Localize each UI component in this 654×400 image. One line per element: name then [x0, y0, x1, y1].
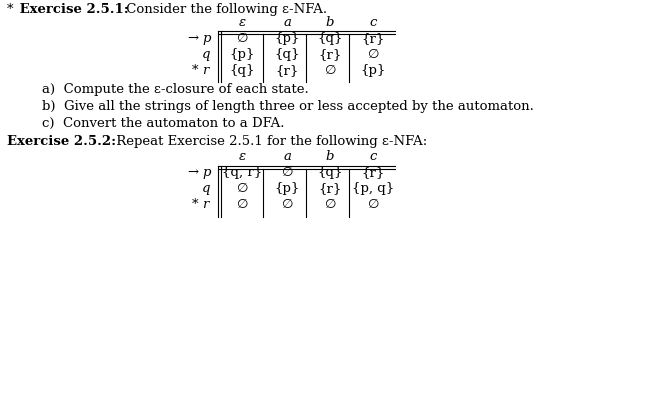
Text: {r}: {r}	[361, 32, 385, 45]
Text: a: a	[283, 16, 291, 29]
Text: r: r	[202, 64, 209, 77]
Text: a)  Compute the ε-closure of each state.: a) Compute the ε-closure of each state.	[42, 83, 309, 96]
Text: {p}: {p}	[274, 32, 300, 45]
Text: b)  Give all the strings of length three or less accepted by the automaton.: b) Give all the strings of length three …	[42, 100, 534, 113]
Text: c)  Convert the automaton to a DFA.: c) Convert the automaton to a DFA.	[42, 117, 284, 130]
Text: Exercise 2.5.1:: Exercise 2.5.1:	[15, 3, 129, 16]
Text: {p, q}: {p, q}	[352, 182, 394, 195]
Text: {r}: {r}	[275, 64, 299, 77]
Text: $\emptyset$: $\emptyset$	[324, 63, 336, 77]
Text: →: →	[187, 166, 198, 179]
Text: {p}: {p}	[360, 64, 386, 77]
Text: ε: ε	[239, 150, 245, 163]
Text: $\emptyset$: $\emptyset$	[281, 165, 293, 179]
Text: $\emptyset$: $\emptyset$	[235, 181, 249, 195]
Text: ε: ε	[239, 16, 245, 29]
Text: {p}: {p}	[274, 182, 300, 195]
Text: {q, r}: {q, r}	[222, 166, 262, 179]
Text: p: p	[202, 32, 211, 45]
Text: a: a	[283, 150, 291, 163]
Text: {q}: {q}	[230, 64, 255, 77]
Text: {r}: {r}	[318, 48, 341, 61]
Text: {p}: {p}	[230, 48, 254, 61]
Text: {r}: {r}	[361, 166, 385, 179]
Text: $\emptyset$: $\emptyset$	[367, 47, 379, 61]
Text: q: q	[202, 48, 211, 61]
Text: $\emptyset$: $\emptyset$	[324, 197, 336, 211]
Text: *: *	[192, 64, 198, 77]
Text: {q}: {q}	[274, 48, 300, 61]
Text: *: *	[192, 198, 198, 211]
Text: Exercise 2.5.2:: Exercise 2.5.2:	[7, 135, 116, 148]
Text: *: *	[7, 3, 14, 16]
Text: $\emptyset$: $\emptyset$	[235, 197, 249, 211]
Text: {r}: {r}	[318, 182, 341, 195]
Text: p: p	[202, 166, 211, 179]
Text: $\emptyset$: $\emptyset$	[367, 197, 379, 211]
Text: b: b	[326, 16, 334, 29]
Text: Consider the following ε-NFA.: Consider the following ε-NFA.	[122, 3, 327, 16]
Text: c: c	[370, 150, 377, 163]
Text: {q}: {q}	[317, 32, 343, 45]
Text: Repeat Exercise 2.5.1 for the following ε-NFA:: Repeat Exercise 2.5.1 for the following …	[112, 135, 427, 148]
Text: →: →	[187, 32, 198, 45]
Text: r: r	[202, 198, 209, 211]
Text: {q}: {q}	[317, 166, 343, 179]
Text: b: b	[326, 150, 334, 163]
Text: $\emptyset$: $\emptyset$	[235, 31, 249, 45]
Text: $\emptyset$: $\emptyset$	[281, 197, 293, 211]
Text: c: c	[370, 16, 377, 29]
Text: q: q	[202, 182, 211, 195]
